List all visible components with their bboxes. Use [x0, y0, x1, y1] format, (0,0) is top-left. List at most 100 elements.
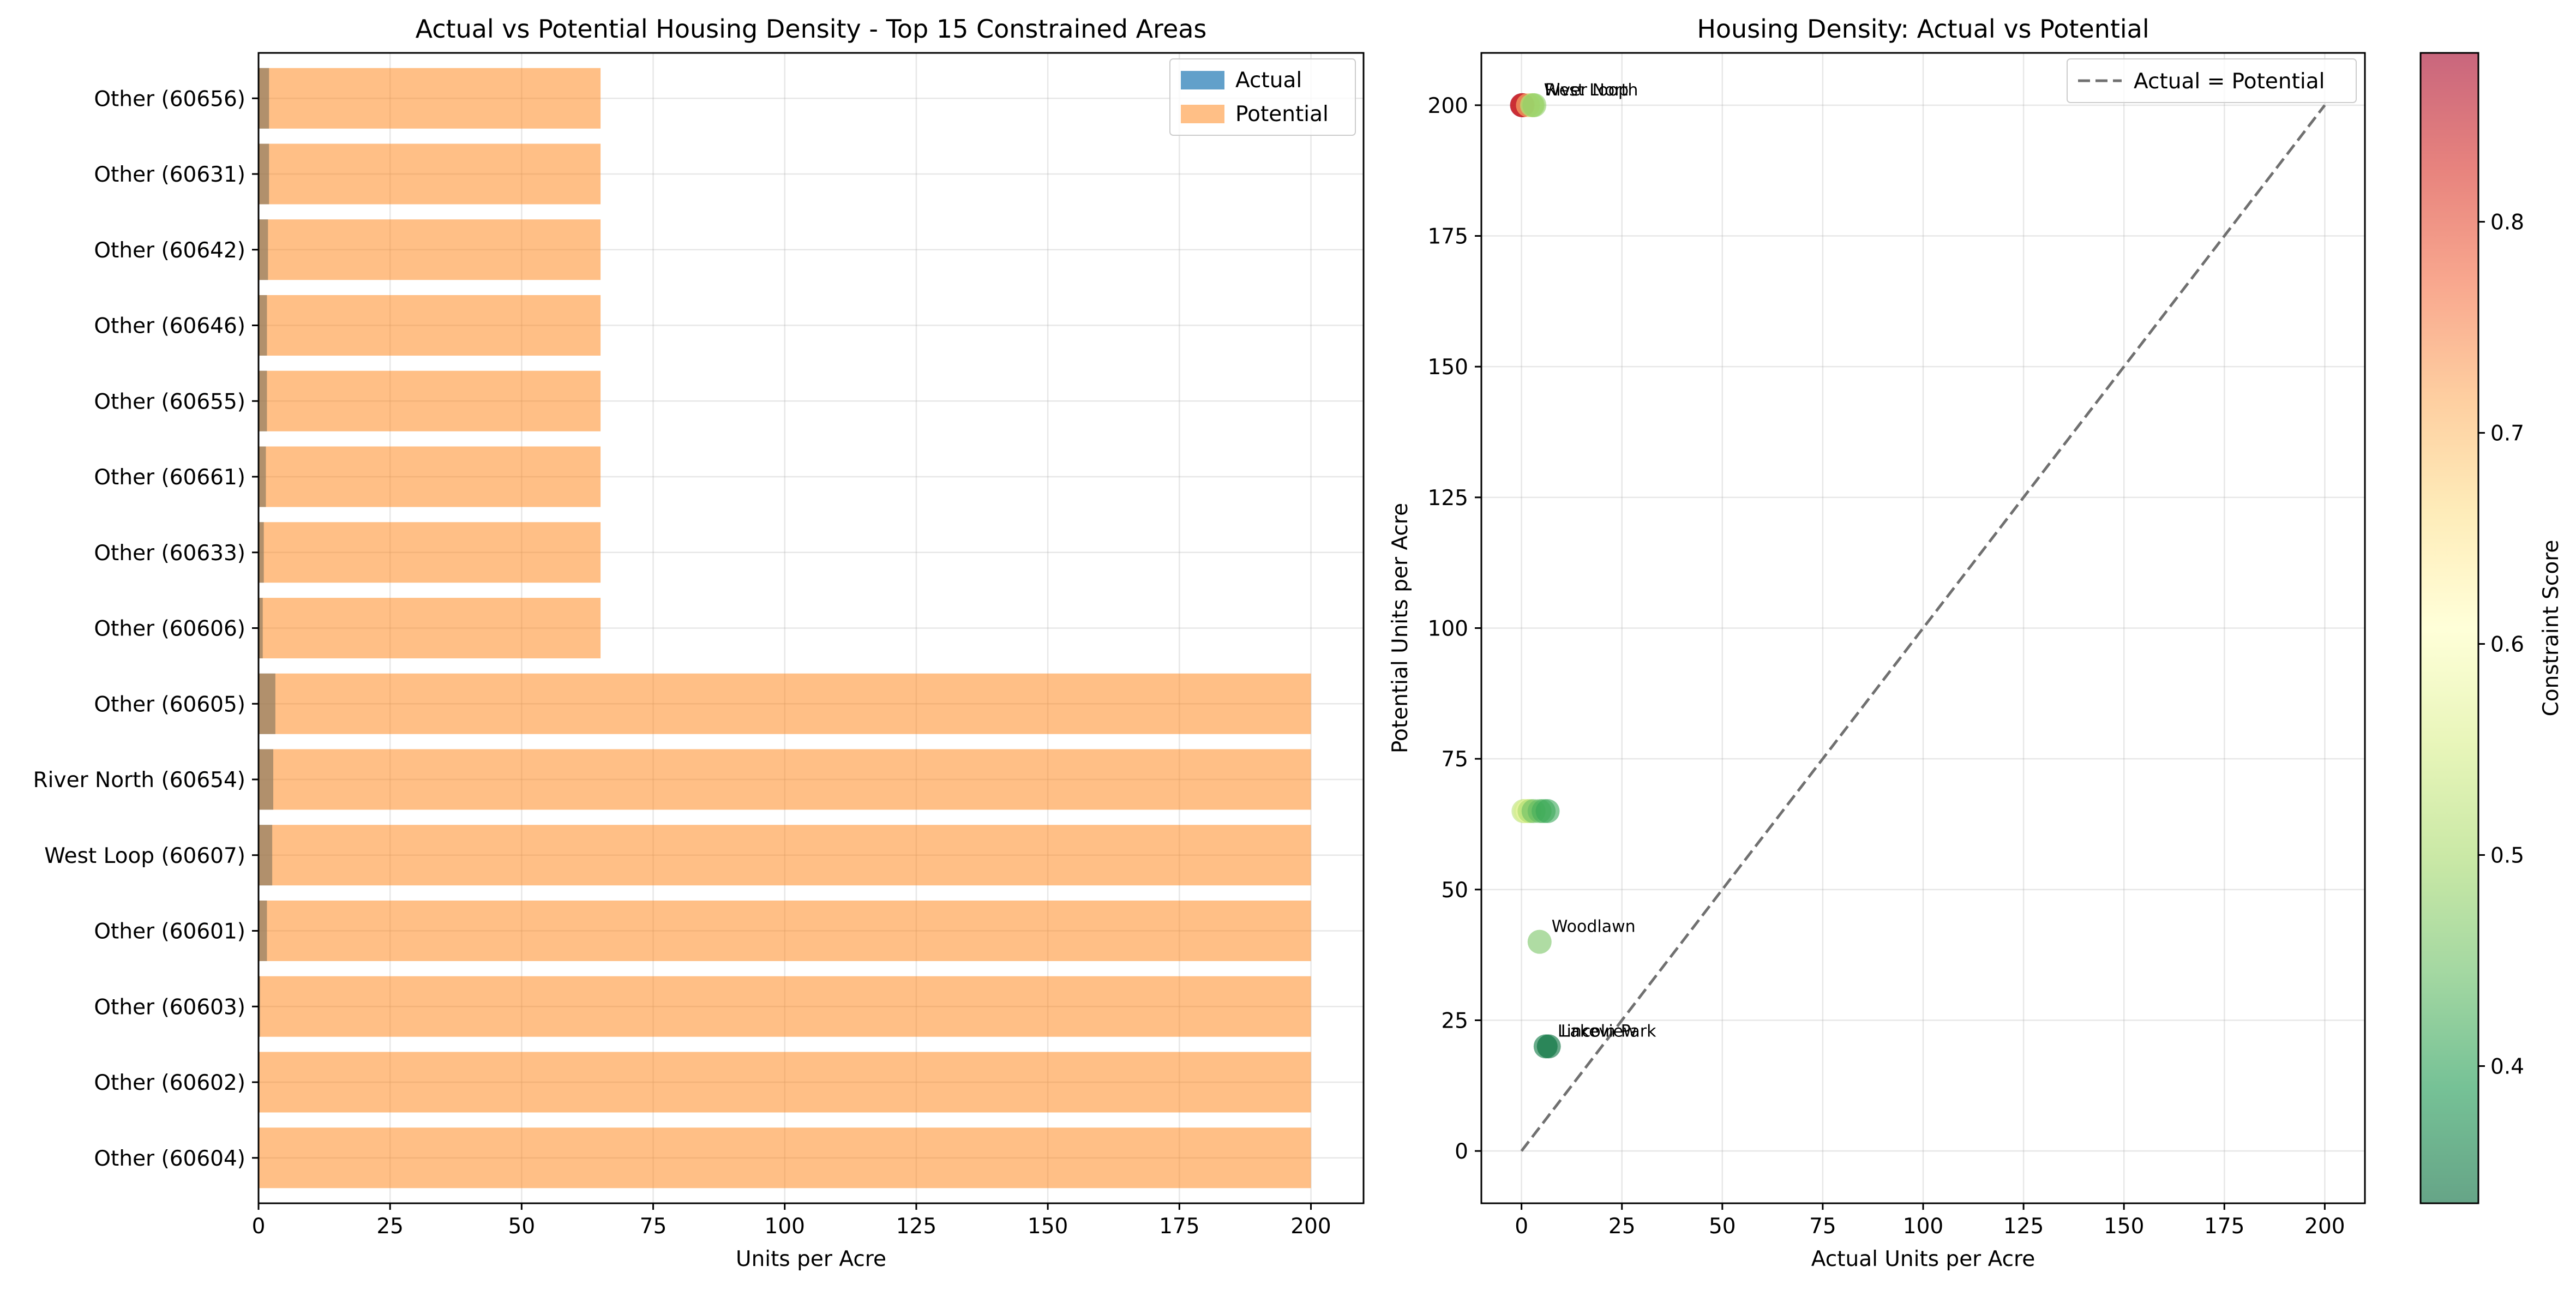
scatter-x-tick-label: 150 — [2104, 1214, 2144, 1239]
colorbar: 0.4 0.5 0.6 0.7 0.8 Constraint Score — [2419, 52, 2563, 1204]
scatter-point — [1522, 93, 1547, 117]
legend-label-reference: Actual = Potential — [2134, 69, 2325, 94]
bar-potential-other-60655 — [259, 370, 601, 431]
bar-potential-other-60605 — [259, 673, 1311, 734]
scatter-points — [1510, 93, 1561, 1059]
annotation-lincoln-park: Lincoln Park — [1558, 1022, 1656, 1041]
reference-line — [1520, 104, 2326, 1152]
bar-potential-other-60646 — [259, 295, 601, 356]
scatter-x-tick-label: 75 — [1809, 1214, 1836, 1239]
scatter-y-tick-label: 150 — [1428, 355, 1468, 380]
scatter-x-tick-label: 175 — [2204, 1214, 2244, 1239]
bar-potential-other-60602 — [259, 1052, 1311, 1113]
bar-bars — [259, 68, 1311, 1189]
bar-x-tick-label: 100 — [765, 1214, 805, 1239]
bar-potential-other-60601 — [259, 901, 1311, 961]
scatter-x-tick-label: 200 — [2304, 1214, 2345, 1239]
bar-potential-other-60631 — [259, 143, 601, 205]
bar-potential-other-60606 — [259, 598, 601, 658]
annotation-river-north: River North — [1545, 81, 1638, 100]
scatter-y-tick-label: 200 — [1428, 94, 1468, 118]
bar-x-tick-label: 0 — [252, 1214, 266, 1239]
scatter-x-tick-label: 100 — [1903, 1214, 1943, 1239]
scatter-x-tick-label: 0 — [1515, 1214, 1528, 1239]
bar-legend: Actual Potential — [1169, 58, 1356, 136]
colorbar-tick-label: 0.4 — [2490, 1054, 2524, 1079]
scatter-x-tick-label: 25 — [1608, 1214, 1636, 1239]
scatter-x-tick-label: 125 — [2003, 1214, 2044, 1239]
legend-label-actual: Actual — [1235, 68, 1302, 93]
bar-category-label: Other (60631) — [94, 163, 245, 187]
bar-category-label: Other (60603) — [94, 995, 245, 1019]
bar-x-axis-label: Units per Acre — [736, 1247, 886, 1271]
bar-category-label: Other (60606) — [94, 617, 245, 641]
bar-potential-other-60642 — [259, 219, 601, 280]
scatter-y-tick-label: 50 — [1441, 878, 1468, 903]
bar-potential-other-60661 — [259, 446, 601, 507]
bar-potential-river-north-60654 — [259, 749, 1311, 810]
scatter-point — [1536, 1034, 1561, 1059]
bar-category-label: Other (60661) — [94, 465, 245, 490]
bar-category-label: River North (60654) — [33, 768, 245, 793]
annotation-woodlawn: Woodlawn — [1552, 917, 1636, 937]
bar-category-label: Other (60656) — [94, 87, 245, 111]
scatter-point — [1535, 799, 1560, 824]
colorbar-label: Constraint Score — [2539, 540, 2563, 717]
annotation-west-loop: West Loop — [1544, 81, 1629, 100]
scatter-y-tick-label: 175 — [1428, 225, 1468, 249]
bar-x-tick-label: 175 — [1159, 1214, 1199, 1239]
colorbar-ticks: 0.4 0.5 0.6 0.7 0.8 — [2478, 211, 2524, 1079]
bar-category-label: Other (60646) — [94, 314, 245, 339]
colorbar-frame — [2419, 52, 2479, 1204]
scatter-x-tick-label: 50 — [1709, 1214, 1736, 1239]
bar-category-label: Other (60604) — [94, 1147, 245, 1171]
colorbar-tick-label: 0.6 — [2490, 633, 2524, 657]
scatter-y-tick-label: 100 — [1428, 617, 1468, 641]
bar-category-label: Other (60655) — [94, 389, 245, 414]
bar-x-tick-label: 125 — [896, 1214, 936, 1239]
bar-x-tick-label: 25 — [376, 1214, 404, 1239]
colorbar-tick-label: 0.5 — [2490, 843, 2524, 868]
legend-label-potential: Potential — [1235, 102, 1329, 127]
colorbar-tick-label: 0.8 — [2490, 211, 2524, 235]
bar-category-label: Other (60602) — [94, 1071, 245, 1095]
bar-potential-west-loop-60607 — [259, 825, 1311, 886]
bar-category-label: Other (60642) — [94, 238, 245, 263]
bar-x-tick-label: 75 — [640, 1214, 667, 1239]
colorbar-gradient — [2421, 53, 2478, 1203]
bar-potential-other-60656 — [259, 68, 601, 129]
scatter-x-ticks: 0 25 50 75 100 125 150 175 200 — [1515, 1203, 2345, 1239]
scatter-point — [1527, 929, 1552, 954]
legend-swatch-potential — [1181, 105, 1224, 123]
bar-potential-other-60603 — [259, 976, 1311, 1037]
scatter-y-tick-label: 75 — [1441, 747, 1468, 772]
bar-chart: 0 25 50 75 100 125 150 175 200 Other (60656)Othe… — [33, 14, 1365, 1271]
scatter-y-tick-label: 0 — [1455, 1139, 1468, 1164]
bar-y-ticks: Other (60656) Other (60631) Other (60642) O… — [33, 87, 259, 1171]
bar-potential-other-60604 — [259, 1127, 1311, 1189]
scatter-y-tick-label: 25 — [1441, 1009, 1468, 1033]
legend-swatch-actual — [1181, 71, 1224, 89]
scatter-legend-box — [2067, 58, 2357, 103]
scatter-x-axis-label: Actual Units per Acre — [1811, 1247, 2035, 1271]
bar-category-label: West Loop (60607) — [44, 844, 245, 868]
scatter-y-axis-label: Potential Units per Acre — [1388, 503, 1413, 753]
bar-potential-other-60633 — [259, 522, 601, 583]
bar-x-ticks: 0 25 50 75 100 125 150 175 200 — [252, 1203, 1331, 1239]
scatter-y-tick-label: 125 — [1428, 486, 1468, 511]
scatter-legend: Actual = Potential — [2067, 58, 2357, 103]
scatter-y-ticks: 0 25 50 75 100 125 150 175 200 — [1428, 94, 1481, 1164]
bar-x-tick-label: 50 — [508, 1214, 536, 1239]
bar-x-tick-label: 200 — [1290, 1214, 1331, 1239]
colorbar-tick-label: 0.7 — [2490, 422, 2524, 446]
bar-category-label: Other (60601) — [94, 920, 245, 944]
scatter-grid — [1481, 53, 2365, 1203]
annotation-lakeview: Lakeview — [1561, 1022, 1637, 1041]
scatter-chart-title: Housing Density: Actual vs Potential — [1697, 14, 2149, 44]
bar-chart-title: Actual vs Potential Housing Density - To… — [416, 14, 1207, 44]
bar-x-tick-label: 150 — [1028, 1214, 1068, 1239]
bar-category-label: Other (60633) — [94, 541, 245, 566]
